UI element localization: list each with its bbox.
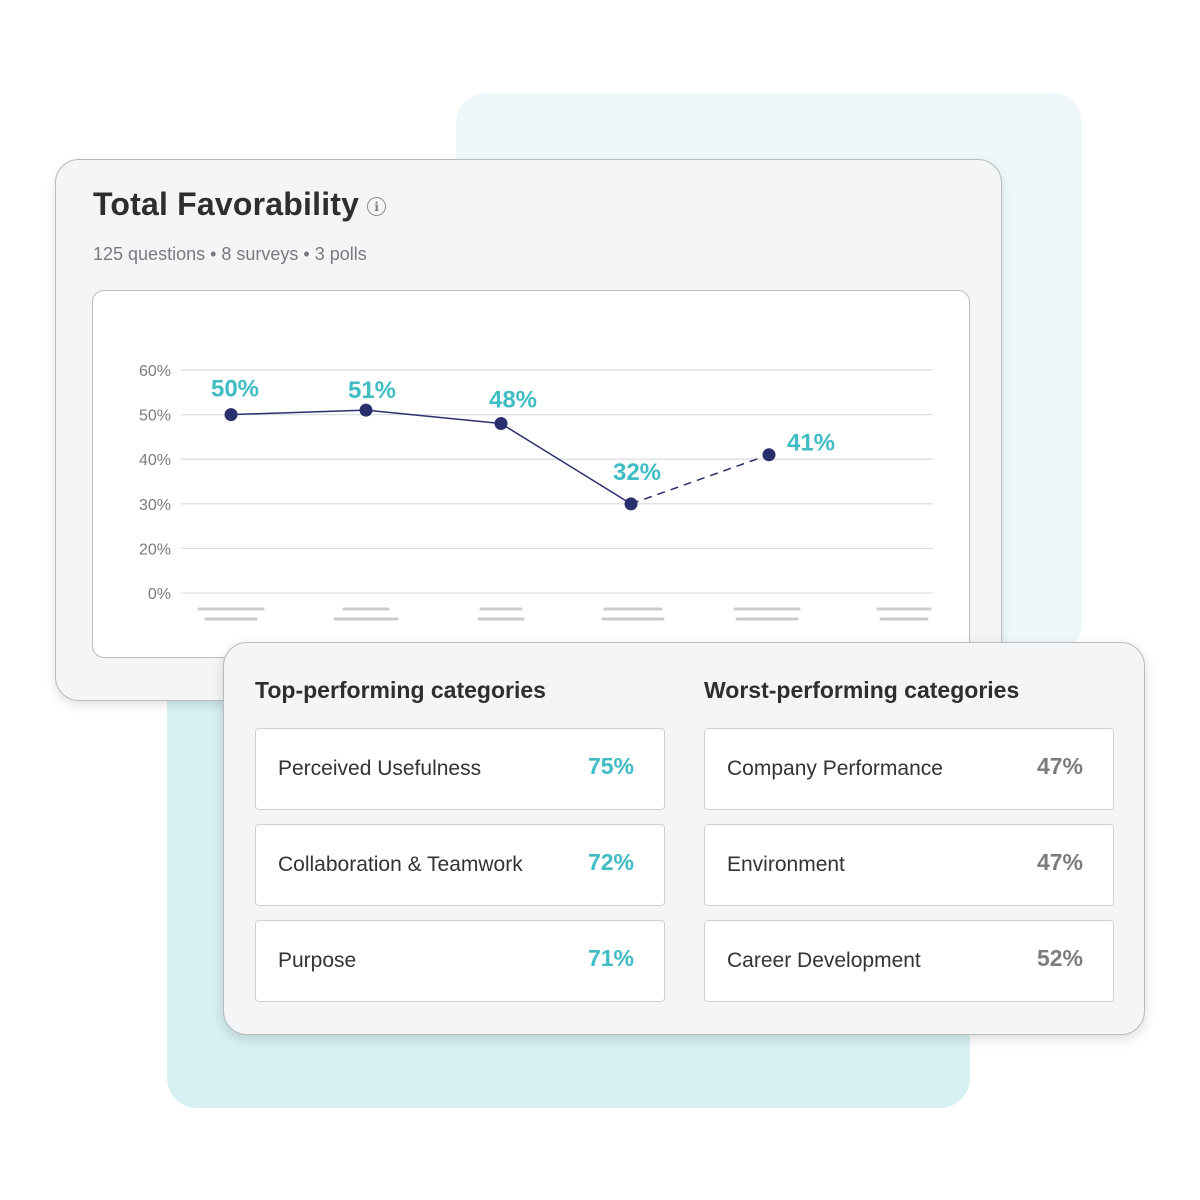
- list-item[interactable]: Environment 47%: [704, 824, 1114, 906]
- data-point: [494, 417, 508, 431]
- top-categories-column: Top-performing categories Perceived Usef…: [255, 677, 665, 1002]
- data-label: 51%: [348, 377, 396, 404]
- category-name: Career Development: [727, 949, 921, 972]
- data-point: [762, 448, 776, 462]
- title-row: Total Favorability i: [93, 186, 387, 223]
- worst-categories-column: Worst-performing categories Company Perf…: [704, 677, 1114, 1002]
- category-value: 52%: [1036, 945, 1083, 971]
- y-tick-label: 0%: [148, 586, 171, 603]
- data-point: [359, 403, 373, 417]
- chart-container: 60% 50% 40% 30% 20% 0% 50% 51% 48% 32% 41%: [92, 290, 970, 658]
- favorability-card: Total Favorability i 125 questions • 8 s…: [55, 159, 1002, 701]
- y-tick-label: 60%: [139, 363, 171, 380]
- data-point: [624, 497, 638, 511]
- category-value: 72%: [587, 849, 634, 875]
- list-item[interactable]: Perceived Usefulness 75%: [255, 728, 665, 810]
- data-label: 48%: [489, 387, 537, 414]
- data-label: 32%: [613, 459, 661, 486]
- y-tick-label: 20%: [139, 541, 171, 558]
- series-line: [230, 409, 367, 416]
- y-tick-label: 40%: [139, 452, 171, 469]
- category-value: 71%: [587, 945, 634, 971]
- favorability-chart: 60% 50% 40% 30% 20% 0% 50% 51% 48% 32% 41%: [139, 363, 933, 621]
- category-name: Company Performance: [727, 757, 943, 780]
- y-tick-label: 30%: [139, 497, 171, 514]
- categories-card: Top-performing categories Perceived Usef…: [223, 642, 1145, 1035]
- list-item[interactable]: Company Performance 47%: [704, 728, 1114, 810]
- list-item[interactable]: Purpose 71%: [255, 920, 665, 1002]
- info-icon[interactable]: i: [367, 197, 387, 216]
- data-label: 41%: [787, 430, 835, 457]
- page-title: Total Favorability: [93, 186, 360, 222]
- data-label: 50%: [211, 376, 259, 403]
- list-item[interactable]: Collaboration & Teamwork 72%: [255, 824, 665, 906]
- category-name: Collaboration & Teamwork: [278, 853, 523, 876]
- y-tick-label: 50%: [139, 408, 171, 425]
- category-value: 75%: [587, 753, 634, 779]
- list-item[interactable]: Career Development 52%: [704, 920, 1114, 1002]
- worst-categories-list: Company Performance 47% Environment 47% …: [704, 728, 1114, 1002]
- top-categories-title: Top-performing categories: [255, 677, 546, 703]
- subtitle: 125 questions • 8 surveys • 3 polls: [93, 244, 367, 264]
- series-line: [500, 422, 632, 505]
- category-name: Environment: [727, 853, 845, 876]
- category-value: 47%: [1036, 753, 1083, 779]
- category-name: Perceived Usefulness: [278, 757, 482, 780]
- top-categories-list: Perceived Usefulness 75% Collaboration &…: [255, 728, 665, 1002]
- worst-categories-title: Worst-performing categories: [704, 677, 1020, 703]
- category-name: Purpose: [278, 949, 357, 972]
- series-line: [365, 409, 502, 425]
- data-point: [224, 408, 238, 422]
- category-value: 47%: [1036, 849, 1083, 875]
- series-line: [630, 454, 770, 505]
